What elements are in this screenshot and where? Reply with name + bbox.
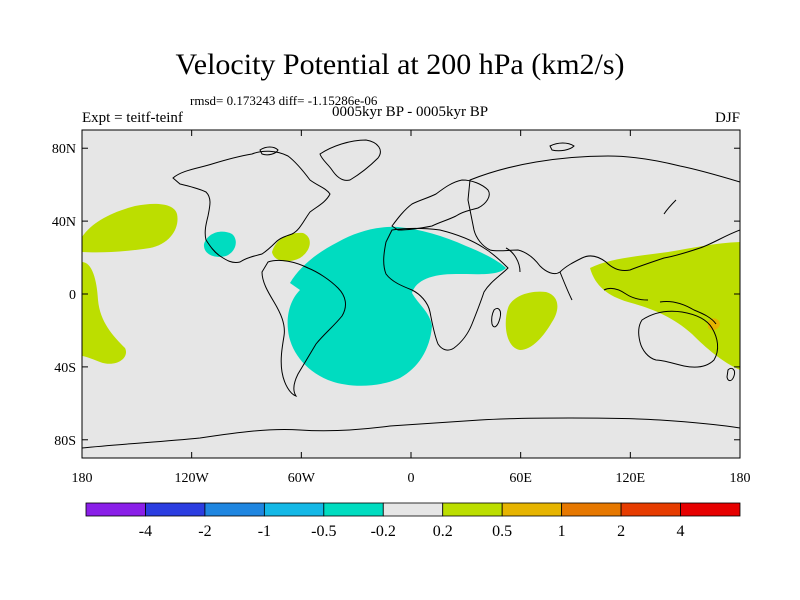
- lat-tick-label: 0: [69, 288, 76, 303]
- colorbar-swatch: [501, 502, 563, 517]
- colorbar-label: 0.2: [433, 523, 453, 540]
- lon-tick-label: 60E: [509, 471, 532, 486]
- colorbar-swatch: [204, 502, 265, 517]
- chart-title: Velocity Potential at 200 hPa (km2/s): [175, 48, 625, 81]
- colorbar-swatch: [263, 502, 325, 517]
- atlantic-africa-negative-region: [287, 226, 506, 386]
- colorbar-label: -1: [258, 523, 271, 540]
- lon-tick-label: 120W: [175, 471, 210, 486]
- lon-tick-label: 120E: [616, 471, 646, 486]
- colorbar-swatch: [561, 502, 622, 517]
- colorbar-label: -4: [139, 523, 152, 540]
- experiment-label: Expt = teitf-teinf: [82, 110, 183, 126]
- colorbar-swatch: [680, 502, 741, 517]
- lat-tick-label: 40S: [54, 361, 76, 376]
- colorbar-swatch: [442, 502, 503, 517]
- indian-ocean-positive-region: [505, 291, 558, 350]
- colorbar-label: -0.5: [311, 523, 336, 540]
- maritime-continent-positive-region: [590, 242, 740, 370]
- east-pacific-positive-region: [82, 262, 127, 364]
- lat-tick-label: 40N: [52, 215, 76, 230]
- lon-tick-label: 180: [72, 471, 93, 486]
- colorbar-label: 2: [617, 523, 625, 540]
- lon-tick-label: 180: [730, 471, 751, 486]
- colorbar-swatch: [85, 502, 146, 517]
- colorbar-swatch: [620, 502, 681, 517]
- colorbar: -4 -2 -1 -0.5 -0.2 0.2 0.5 1 2 4: [85, 502, 741, 540]
- lat-tick-label: 80S: [54, 434, 76, 449]
- colorbar-swatch: [323, 502, 384, 517]
- longitude-axis: 180 120W 60W 0 60E 120E 180: [72, 130, 751, 486]
- coastlines: [82, 139, 740, 449]
- stats-label: rmsd= 0.173243 diff= -1.15286e-06: [190, 93, 378, 108]
- mexico-negative-region: [203, 231, 236, 257]
- colorbar-label: 4: [677, 523, 685, 540]
- period-label: 0005kyr BP - 0005kyr BP: [331, 104, 489, 120]
- colorbar-swatch: [145, 502, 206, 517]
- lon-tick-label: 60W: [288, 471, 316, 486]
- lat-tick-label: 80N: [52, 142, 76, 157]
- colorbar-label: 0.5: [492, 523, 512, 540]
- colorbar-label: 1: [558, 523, 566, 540]
- season-label: DJF: [714, 110, 740, 126]
- north-pacific-positive-region: [82, 203, 178, 253]
- colorbar-swatch: [382, 502, 444, 517]
- colorbar-label: -2: [198, 523, 211, 540]
- lon-tick-label: 0: [408, 471, 415, 486]
- colorbar-label: -0.2: [371, 523, 396, 540]
- caribbean-positive-region: [272, 232, 310, 262]
- latitude-axis: 80N 40N 0 40S 80S: [52, 142, 740, 449]
